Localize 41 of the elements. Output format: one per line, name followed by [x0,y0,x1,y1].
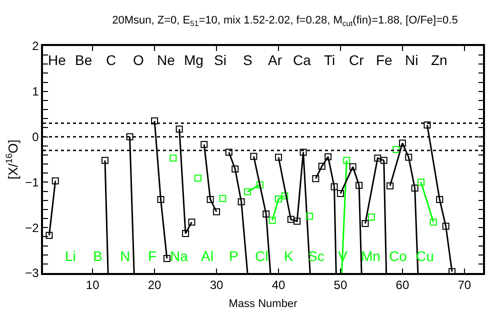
y-tick-label: 1 [32,84,40,99]
annotation: Na [170,248,188,264]
annotation: He [48,52,66,68]
annotation: Ti [324,52,336,68]
y-tick-label: 0 [32,130,40,144]
y-tick-label: −2 [25,220,40,235]
annotation: Ar [268,52,282,68]
annotation: O [133,52,144,68]
x-tick-label: 50 [334,278,348,292]
annotation: Cr [349,52,364,68]
x-tick-label: 30 [210,278,224,292]
annotation: Li [65,248,76,264]
x-axis-title: Mass Number [228,298,298,310]
x-tick-label: 70 [458,278,472,292]
y-tick-label: 2 [32,39,40,54]
y-tick-label: −3 [25,266,40,280]
annotation: Fe [376,52,393,68]
x-tick-label: 60 [396,278,410,292]
annotation: Al [201,248,214,264]
x-tick-label: 40 [272,278,286,292]
annotation: Ne [157,52,176,68]
annotation: Ca [293,52,312,68]
annotation: B [93,248,102,264]
annotation: K [284,248,294,264]
y-tick-label: −1 [25,175,40,190]
annotation: Be [75,52,92,68]
annotation: C [106,52,116,68]
annotation: Mg [184,52,204,68]
annotation: Mn [361,248,380,264]
annotation: Co [389,248,408,264]
chart-title: 20Msun, Z=0, E$_{51}$=10, mix 1.52-2.02, f=0.28, M$_{cut}$(fin)=1.88, [O/Fe]=0.5 [112,14,458,28]
annotation: S [243,52,252,68]
annotation: Ni [405,52,418,68]
annotation: F [148,248,157,264]
x-tick-label: 20 [148,278,162,292]
annotation: Cl [255,248,268,264]
x-tick-label: 10 [86,278,100,292]
annotation: N [120,248,130,264]
annotation: Si [214,52,226,68]
annotation: P [229,248,238,264]
annotation: Zn [431,52,448,68]
